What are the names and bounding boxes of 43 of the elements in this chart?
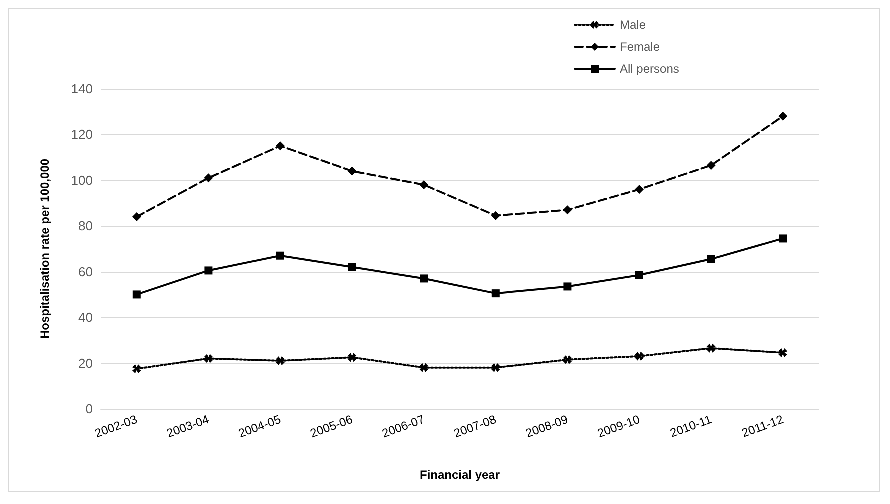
y-tick-label: 100: [71, 172, 93, 188]
x-axis-title: Financial year: [420, 468, 500, 482]
point: [420, 180, 429, 190]
point: [636, 271, 644, 280]
point: [778, 112, 788, 121]
point: [420, 274, 428, 283]
y-axis-title: Hospitalisation rate per 100,000: [38, 158, 52, 340]
point: [276, 142, 285, 151]
point: [635, 352, 644, 361]
y-tick-label: 140: [71, 82, 93, 96]
legend-label: All persons: [620, 62, 680, 76]
point: [204, 354, 214, 364]
point: [564, 282, 572, 291]
point: [204, 266, 213, 275]
point: [706, 161, 716, 170]
point: [204, 174, 214, 183]
y-tick-label: 60: [78, 264, 93, 280]
point: [276, 252, 284, 260]
legend-label: Female: [620, 40, 660, 54]
y-tick-label: 40: [78, 310, 93, 326]
point: [563, 206, 572, 215]
point: [132, 364, 142, 374]
point: [276, 356, 285, 366]
point: [492, 290, 500, 298]
y-tick-label: 0: [86, 402, 93, 416]
point: [563, 355, 572, 364]
point: [348, 166, 357, 176]
point: [348, 263, 356, 272]
point: [491, 211, 500, 220]
point: [491, 363, 500, 372]
y-tick-label: 20: [78, 356, 93, 371]
point: [132, 212, 142, 222]
point: [707, 255, 716, 264]
point: [706, 344, 716, 353]
point: [635, 185, 644, 194]
point: [779, 234, 788, 243]
point: [778, 348, 788, 358]
point: [348, 353, 357, 362]
y-tick-label: 80: [78, 218, 93, 234]
point: [420, 363, 429, 372]
point: [132, 290, 141, 299]
y-tick-label: 120: [71, 127, 93, 142]
legend-label: Male: [620, 18, 646, 32]
